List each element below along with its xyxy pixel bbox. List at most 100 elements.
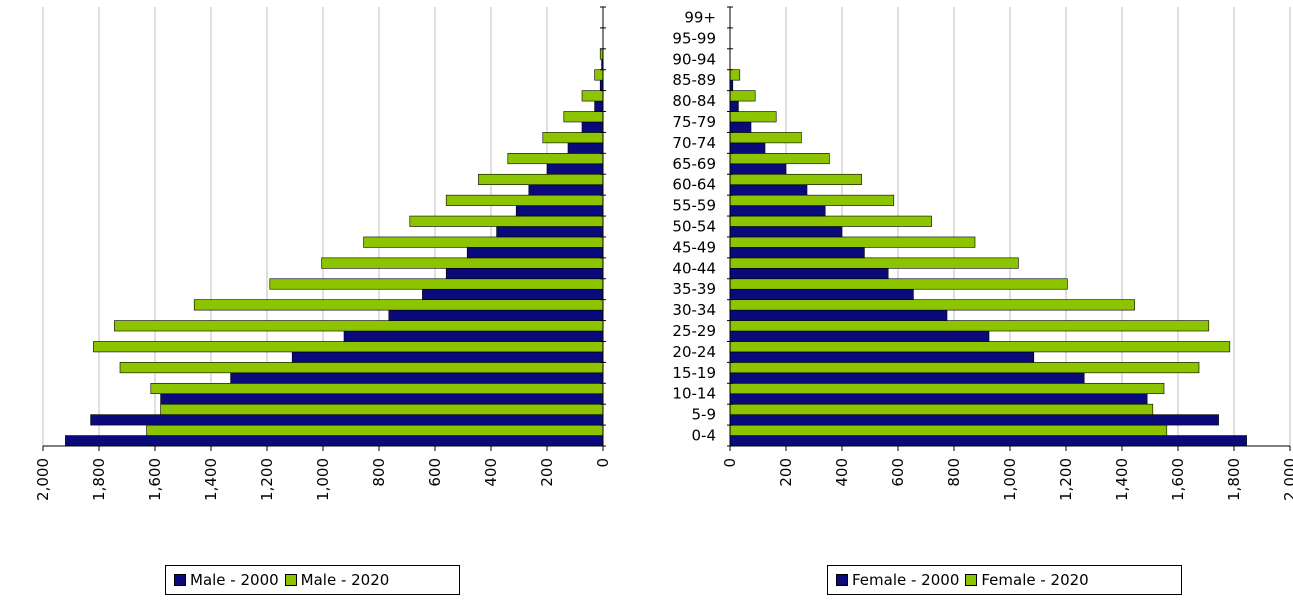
male-bar-2000 bbox=[466, 247, 604, 259]
male-bar-2020 bbox=[193, 299, 604, 311]
male-x-tick-label: 0 bbox=[594, 458, 612, 468]
female-bar-2000 bbox=[729, 288, 914, 300]
age-group-label: 60-64 bbox=[672, 176, 716, 194]
female-x-tick-label: 2,000 bbox=[1281, 458, 1293, 501]
age-group-label: 75-79 bbox=[672, 113, 716, 131]
male-bar-2000 bbox=[515, 205, 604, 217]
age-group-label: 99+ bbox=[684, 8, 716, 26]
male-bar-2000 bbox=[581, 121, 604, 133]
male-x-tick-label: 800 bbox=[370, 458, 388, 487]
legend-label-female-2020: Female - 2020 bbox=[981, 571, 1089, 589]
male-x-tick-label: 1,800 bbox=[90, 458, 108, 501]
male-bar-2000 bbox=[496, 226, 604, 238]
female-bar-2020 bbox=[729, 382, 1165, 395]
age-group-label: 10-14 bbox=[672, 385, 716, 403]
female-bar-2020 bbox=[729, 341, 1231, 353]
male-bar-2020 bbox=[594, 69, 604, 81]
male-x-tick-label: 1,600 bbox=[146, 458, 164, 501]
male-bar-2000 bbox=[388, 309, 604, 321]
legend-label-male-2020: Male - 2020 bbox=[300, 571, 390, 589]
male-bar-2020 bbox=[409, 215, 604, 227]
age-group-label: 30-34 bbox=[672, 301, 716, 319]
age-group-label: 20-24 bbox=[672, 343, 716, 361]
female-bar-2020 bbox=[729, 236, 976, 248]
legend-female: Female - 2000 Female - 2020 bbox=[827, 565, 1182, 595]
male-bar-2000 bbox=[343, 330, 604, 342]
female-x-tick-label: 200 bbox=[777, 458, 795, 487]
female-x-tick-label: 1,000 bbox=[1001, 458, 1019, 501]
age-group-label: 25-29 bbox=[672, 322, 716, 340]
female-bar-2020 bbox=[729, 132, 802, 144]
female-bar-2020 bbox=[729, 320, 1210, 332]
male-x-tick-label: 200 bbox=[538, 458, 556, 487]
male-bar-2020 bbox=[507, 153, 604, 165]
male-x-tick-label: 1,000 bbox=[314, 458, 332, 501]
age-group-label: 45-49 bbox=[672, 238, 716, 256]
female-x-tick-label: 400 bbox=[833, 458, 851, 487]
male-bar-2020 bbox=[581, 90, 604, 102]
age-group-label: 15-19 bbox=[672, 364, 716, 382]
female-x-tick-label: 800 bbox=[945, 458, 963, 487]
male-bar-2020 bbox=[114, 320, 604, 332]
male-bar-2020 bbox=[321, 257, 604, 269]
female-bar-2020 bbox=[729, 90, 756, 102]
male-bar-2020 bbox=[269, 278, 604, 290]
female-x-tick-label: 1,600 bbox=[1169, 458, 1187, 501]
male-bar-2000 bbox=[422, 288, 604, 300]
female-x-tick-label: 1,400 bbox=[1113, 458, 1131, 501]
female-bar-2000 bbox=[729, 414, 1219, 426]
male-bar-2000 bbox=[445, 268, 604, 280]
age-group-label: 0-4 bbox=[692, 427, 717, 445]
age-group-label: 80-84 bbox=[672, 92, 716, 110]
male-bar-2000 bbox=[65, 435, 604, 447]
male-x-tick-label: 600 bbox=[426, 458, 444, 487]
legend-item-female-2020: Female - 2020 bbox=[965, 571, 1089, 589]
male-bar-2020 bbox=[150, 382, 604, 395]
female-bar-2020 bbox=[729, 362, 1200, 374]
female-bar-2000 bbox=[729, 247, 865, 259]
age-group-label: 5-9 bbox=[692, 406, 717, 424]
male-bar-2020 bbox=[563, 111, 604, 123]
male-bar-2020 bbox=[160, 403, 604, 415]
female-x-tick-label: 0 bbox=[721, 458, 739, 468]
male-x-tick-label: 400 bbox=[482, 458, 500, 487]
age-group-label: 50-54 bbox=[672, 218, 716, 236]
female-bar-2000 bbox=[729, 142, 766, 154]
male-bar-2000 bbox=[567, 142, 604, 154]
female-bar-2000 bbox=[729, 100, 739, 112]
female-bar-2000 bbox=[729, 351, 1035, 363]
male-x-tick-label: 1,200 bbox=[258, 458, 276, 501]
female-bar-2020 bbox=[729, 403, 1154, 415]
age-group-label: 70-74 bbox=[672, 134, 716, 152]
legend-item-female-2000: Female - 2000 bbox=[836, 571, 959, 589]
male-bar-2020 bbox=[93, 341, 604, 353]
male-x-tick-label: 2,000 bbox=[34, 458, 52, 501]
male-bar-2000 bbox=[230, 372, 604, 384]
legend-male: Male - 2000 Male - 2020 bbox=[165, 565, 460, 595]
female-bar-2020 bbox=[729, 69, 741, 81]
female-x-tick-label: 600 bbox=[889, 458, 907, 487]
age-group-label: 65-69 bbox=[672, 155, 716, 173]
female-bar-2020 bbox=[729, 257, 1019, 269]
legend-swatch-female-2000 bbox=[836, 574, 848, 586]
female-bar-2020 bbox=[729, 299, 1135, 311]
male-bar-2000 bbox=[546, 163, 604, 175]
female-bar-2020 bbox=[729, 424, 1168, 436]
female-bar-2020 bbox=[729, 278, 1068, 290]
female-x-tick-label: 1,200 bbox=[1057, 458, 1075, 501]
female-bar-2000 bbox=[729, 372, 1085, 384]
legend-swatch-female-2020 bbox=[965, 574, 978, 586]
age-group-label: 95-99 bbox=[672, 29, 716, 47]
age-group-label: 55-59 bbox=[672, 197, 716, 215]
male-bar-2000 bbox=[291, 351, 604, 363]
age-group-label: 40-44 bbox=[672, 259, 716, 277]
female-bar-2020 bbox=[729, 215, 932, 227]
female-bar-2020 bbox=[729, 194, 895, 206]
age-group-label: 90-94 bbox=[672, 50, 716, 68]
male-x-tick-label: 1,400 bbox=[202, 458, 220, 501]
female-bar-2000 bbox=[729, 163, 787, 175]
male-bar-2020 bbox=[363, 236, 604, 248]
female-bar-2020 bbox=[729, 153, 830, 165]
